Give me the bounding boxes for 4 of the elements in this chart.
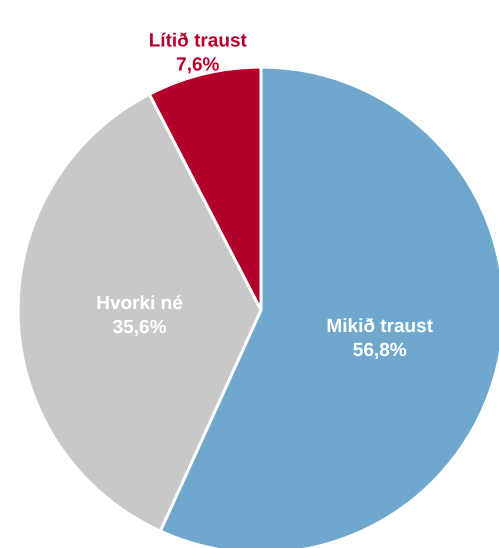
slice-label: Mikið traust	[326, 316, 434, 337]
data-label: 7,6%	[176, 54, 220, 76]
data-label: 56,8%	[352, 340, 407, 361]
slice-label: Lítið traust	[148, 30, 248, 52]
